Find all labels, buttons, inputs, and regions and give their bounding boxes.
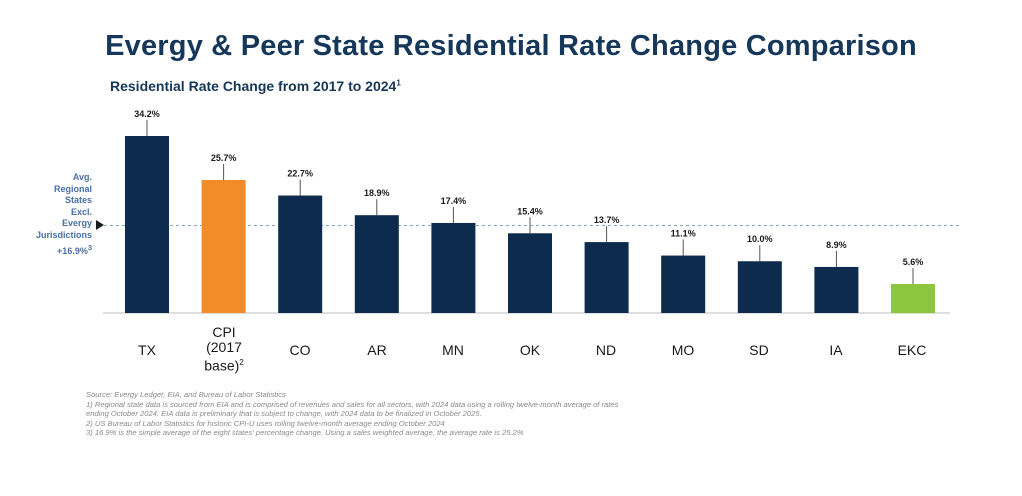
avg-label-line: Evergy <box>61 218 92 229</box>
category-label-sd: SD <box>749 342 769 358</box>
avg-label-line: Regional <box>53 183 92 194</box>
footnote-source: Source: Evergy Ledger, EIA, and Bureau o… <box>86 390 286 399</box>
data-label-ar: 18.9% <box>364 188 390 198</box>
footnote-2: 2) US Bureau of Labor Statistics for his… <box>86 418 445 428</box>
chart-subtitle: Residential Rate Change from 2017 to 202… <box>110 78 401 94</box>
data-label-mo: 11.1% <box>671 229 696 239</box>
average-line-label: Avg. Regional States Excl. Evergy Jurisd… <box>30 172 92 257</box>
data-label-tx: 34.2% <box>134 109 160 119</box>
cpi-label-line: base)2 <box>189 355 259 374</box>
category-label-ekc: EKC <box>897 342 927 358</box>
avg-label-line: States <box>64 195 92 206</box>
bar-tx <box>125 136 169 313</box>
category-label-mn: MN <box>442 342 464 358</box>
chart-title: Evergy & Peer State Residential Rate Cha… <box>105 30 917 62</box>
category-label-ok: OK <box>519 342 541 358</box>
bar-nd <box>584 242 629 313</box>
data-label-ia: 8.9% <box>826 240 847 250</box>
bar-sd <box>737 261 782 313</box>
category-label-ia: IA <box>829 342 843 358</box>
cpi-footnote-marker: 2 <box>239 358 244 367</box>
data-label-ok: 15.4% <box>517 206 543 216</box>
cpi-label-base: base) <box>204 357 240 374</box>
category-label-mo: MO <box>671 342 695 358</box>
avg-label-footnote-marker: 3 <box>87 242 92 252</box>
avg-label-line: Avg. <box>72 172 92 182</box>
average-pointer-icon <box>96 220 104 230</box>
footnotes: Source: Evergy Ledger, EIA, and Bureau o… <box>86 390 746 438</box>
avg-label-value: +16.9% <box>57 245 88 256</box>
data-label-sd: 10.0% <box>747 234 773 244</box>
footnote-1-continued: ending October 2024. EIA data is prelimi… <box>86 409 482 419</box>
avg-label-line: +16.9%3 <box>30 242 92 258</box>
data-label-co: 22.7% <box>287 169 313 179</box>
category-label-tx: TX <box>138 342 156 358</box>
bar-ia <box>814 266 859 313</box>
cpi-label-line: (2017 <box>206 339 242 355</box>
bar-ok <box>508 233 552 313</box>
data-label-cpi-2017-base: 25.7% <box>211 153 237 163</box>
bar-co <box>278 195 323 313</box>
avg-label-line: Excl. <box>70 206 92 217</box>
avg-label-line: Jurisdictions <box>35 229 92 240</box>
data-label-nd: 13.7% <box>594 215 620 225</box>
footnote-3: 3) 16.9% is the simple average of the ei… <box>86 428 524 438</box>
footnote-1: 1) Regional state data is sourced from E… <box>86 399 619 409</box>
bar-mo <box>661 255 706 313</box>
data-label-ekc: 5.6% <box>903 257 924 267</box>
cpi-label-line: CPI <box>212 324 236 340</box>
bar-mn <box>431 222 476 313</box>
subtitle-footnote-marker: 1 <box>396 78 401 88</box>
bar-cpi-2017-base <box>201 179 246 313</box>
subtitle-text: Residential Rate Change from 2017 to 202… <box>110 78 397 94</box>
bar-ekc <box>891 284 935 313</box>
data-label-mn: 17.4% <box>441 196 467 206</box>
category-label-co: CO <box>289 342 311 358</box>
category-label-ar: AR <box>367 342 387 358</box>
category-label-cpi: CPI (2017 base)2 <box>189 325 259 374</box>
bar-ar <box>354 215 399 313</box>
category-label-nd: ND <box>595 342 617 358</box>
